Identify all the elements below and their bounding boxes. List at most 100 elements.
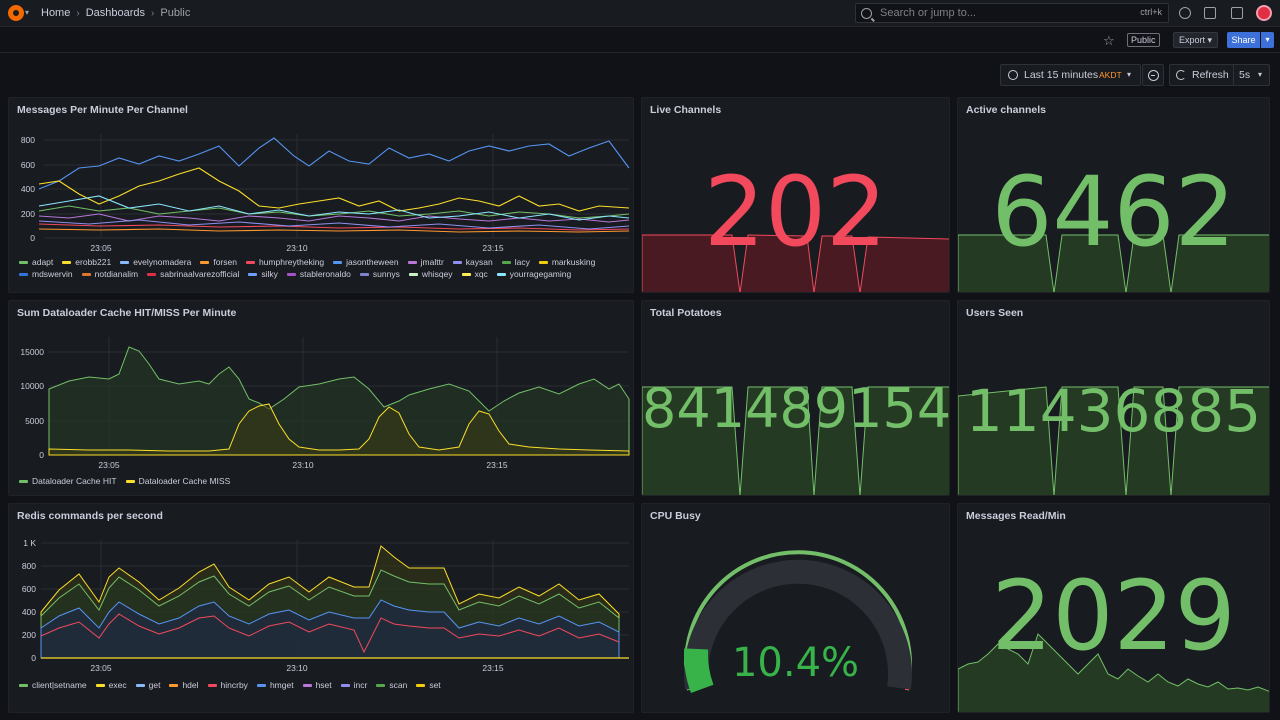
redis-chart: 0 200 400 600 800 1 K 23:05 23:10 23:15 bbox=[22, 538, 629, 673]
legend-item[interactable]: scan bbox=[376, 680, 407, 690]
refresh-interval[interactable]: 5s bbox=[1239, 69, 1251, 81]
legend-item[interactable]: markusking bbox=[538, 257, 595, 267]
legend-item[interactable]: mdswervin bbox=[19, 269, 73, 279]
sparkline bbox=[958, 633, 1269, 712]
legend-item[interactable]: evelynomadera bbox=[120, 257, 191, 267]
news-feed-icon[interactable] bbox=[1204, 7, 1216, 19]
grafana-logo-icon[interactable] bbox=[8, 5, 24, 21]
legend-item[interactable]: whisqey bbox=[408, 269, 453, 279]
legend-item[interactable]: silky bbox=[248, 269, 278, 279]
chevron-down-icon: ▾ bbox=[1258, 70, 1263, 79]
legend-item[interactable]: stableronaldo bbox=[286, 269, 351, 279]
legend-item[interactable]: hincrby bbox=[207, 680, 248, 690]
messages-series bbox=[38, 137, 630, 233]
x-tick: 23:15 bbox=[486, 460, 508, 469]
legend-item[interactable]: exec bbox=[95, 680, 127, 690]
y-tick: 1 K bbox=[23, 538, 36, 548]
y-tick: 0 bbox=[31, 653, 36, 663]
legend-item[interactable]: adapt bbox=[19, 257, 53, 267]
messages-legend: adapt erobb221 evelynomadera forsen hump… bbox=[19, 257, 629, 279]
share-dropdown-icon[interactable]: ▾ bbox=[1261, 32, 1274, 48]
legend-item[interactable]: yourragegaming bbox=[496, 269, 571, 279]
export-button[interactable]: Export ▾ bbox=[1173, 32, 1219, 48]
panel-active-channels[interactable]: Active channels 6462 bbox=[957, 97, 1270, 293]
legend-item[interactable]: set bbox=[416, 680, 441, 690]
y-tick: 10000 bbox=[20, 381, 44, 391]
cpu-gauge bbox=[684, 550, 912, 694]
zoom-out-button[interactable] bbox=[1142, 64, 1164, 86]
y-tick: 800 bbox=[22, 561, 36, 571]
y-tick: 400 bbox=[22, 607, 36, 617]
legend-item[interactable]: get bbox=[135, 680, 160, 690]
panel-users-seen[interactable]: Users Seen 11436885 bbox=[957, 300, 1270, 496]
panel-title: Messages Read/Min bbox=[966, 510, 1066, 522]
panel-total-potatoes[interactable]: Total Potatoes 841489154 bbox=[641, 300, 950, 496]
legend-item[interactable]: xqc bbox=[461, 269, 488, 279]
legend-item[interactable]: hdel bbox=[169, 680, 199, 690]
gauge-fill bbox=[684, 648, 714, 694]
dataloader-legend: Dataloader Cache HIT Dataloader Cache MI… bbox=[19, 476, 629, 486]
panel-title: Active channels bbox=[966, 104, 1046, 116]
breadcrumb-dashboards[interactable]: Dashboards bbox=[85, 7, 146, 19]
legend-item[interactable]: Dataloader Cache MISS bbox=[125, 476, 230, 486]
panel-cpu-busy[interactable]: CPU Busy 10.4% bbox=[641, 503, 950, 713]
legend-item[interactable]: incr bbox=[340, 680, 367, 690]
star-icon[interactable]: ☆ bbox=[1103, 33, 1115, 48]
search-placeholder: Search or jump to... bbox=[880, 7, 976, 19]
chevron-down-icon[interactable]: ▾ bbox=[25, 8, 30, 17]
panel-live-channels[interactable]: Live Channels 202 bbox=[641, 97, 950, 293]
share-button[interactable]: Share bbox=[1227, 32, 1260, 48]
legend-item[interactable]: forsen bbox=[200, 257, 237, 267]
panel-title: Messages Per Minute Per Channel bbox=[17, 104, 188, 116]
legend-item[interactable]: jmalttr bbox=[407, 257, 444, 267]
y-tick: 200 bbox=[22, 630, 36, 640]
x-tick: 23:05 bbox=[90, 243, 112, 253]
legend-item[interactable]: sabrinaalvarezofficial bbox=[147, 269, 239, 279]
y-tick: 800 bbox=[21, 135, 35, 145]
panel-title: Redis commands per second bbox=[17, 510, 163, 522]
legend-item[interactable]: sunnys bbox=[359, 269, 400, 279]
panel-messages-per-minute[interactable]: Messages Per Minute Per Channel 0 200 40… bbox=[8, 97, 634, 293]
dataloader-chart: 0 5000 10000 15000 23:05 23:10 23:15 bbox=[20, 337, 630, 469]
top-navbar: ▾ Home › Dashboards › Public Search or j… bbox=[0, 0, 1280, 27]
legend-item[interactable]: Dataloader Cache HIT bbox=[19, 476, 117, 486]
sparkline bbox=[642, 234, 949, 292]
refresh-icon bbox=[1176, 70, 1186, 80]
panel-dataloader-cache[interactable]: Sum Dataloader Cache HIT/MISS Per Minute… bbox=[8, 300, 634, 496]
x-tick: 23:05 bbox=[98, 460, 120, 469]
search-input[interactable]: Search or jump to... ctrl+k bbox=[855, 3, 1169, 23]
stat-value: 202 bbox=[703, 156, 888, 268]
legend-item[interactable]: humphreytheking bbox=[245, 257, 324, 267]
legend-item[interactable]: hmget bbox=[256, 680, 294, 690]
gauge-value: 10.4% bbox=[731, 640, 860, 686]
refresh-picker[interactable]: Refresh 5s ▾ bbox=[1169, 64, 1270, 86]
y-tick: 200 bbox=[21, 209, 35, 219]
panel-redis-commands[interactable]: Redis commands per second 0 200 400 600 … bbox=[8, 503, 634, 713]
panel-messages-read[interactable]: Messages Read/Min 2029 bbox=[957, 503, 1270, 713]
legend-item[interactable]: lacy bbox=[501, 257, 530, 267]
y-tick: 600 bbox=[22, 584, 36, 594]
sparkline bbox=[642, 386, 949, 495]
time-range-picker[interactable]: Last 15 minutes AKDT ▾ bbox=[1000, 64, 1141, 86]
breadcrumb-home[interactable]: Home bbox=[41, 7, 71, 19]
y-tick: 0 bbox=[30, 233, 35, 243]
clock-icon bbox=[1008, 70, 1018, 80]
legend-item[interactable]: notdianalim bbox=[81, 269, 138, 279]
legend-item[interactable]: erobb221 bbox=[62, 257, 111, 267]
chevron-down-icon: ▾ bbox=[1127, 70, 1132, 79]
dashboard-toolbar bbox=[0, 28, 1280, 53]
avatar[interactable] bbox=[1256, 5, 1272, 21]
export-label: Export bbox=[1179, 35, 1206, 45]
panel-title: Total Potatoes bbox=[650, 307, 722, 319]
help-icon[interactable] bbox=[1179, 7, 1191, 19]
y-tick: 5000 bbox=[25, 416, 44, 426]
legend-item[interactable]: kaysan bbox=[452, 257, 493, 267]
legend-item[interactable]: client|setname bbox=[19, 680, 87, 690]
panel-title: Live Channels bbox=[650, 104, 722, 116]
refresh-button[interactable]: Refresh bbox=[1192, 69, 1229, 81]
legend-item[interactable]: jasontheween bbox=[333, 257, 399, 267]
kiosk-mode-icon[interactable] bbox=[1231, 7, 1243, 19]
y-tick: 15000 bbox=[20, 347, 44, 357]
keyboard-shortcut-hint: ctrl+k bbox=[1140, 7, 1162, 17]
legend-item[interactable]: hset bbox=[302, 680, 332, 690]
